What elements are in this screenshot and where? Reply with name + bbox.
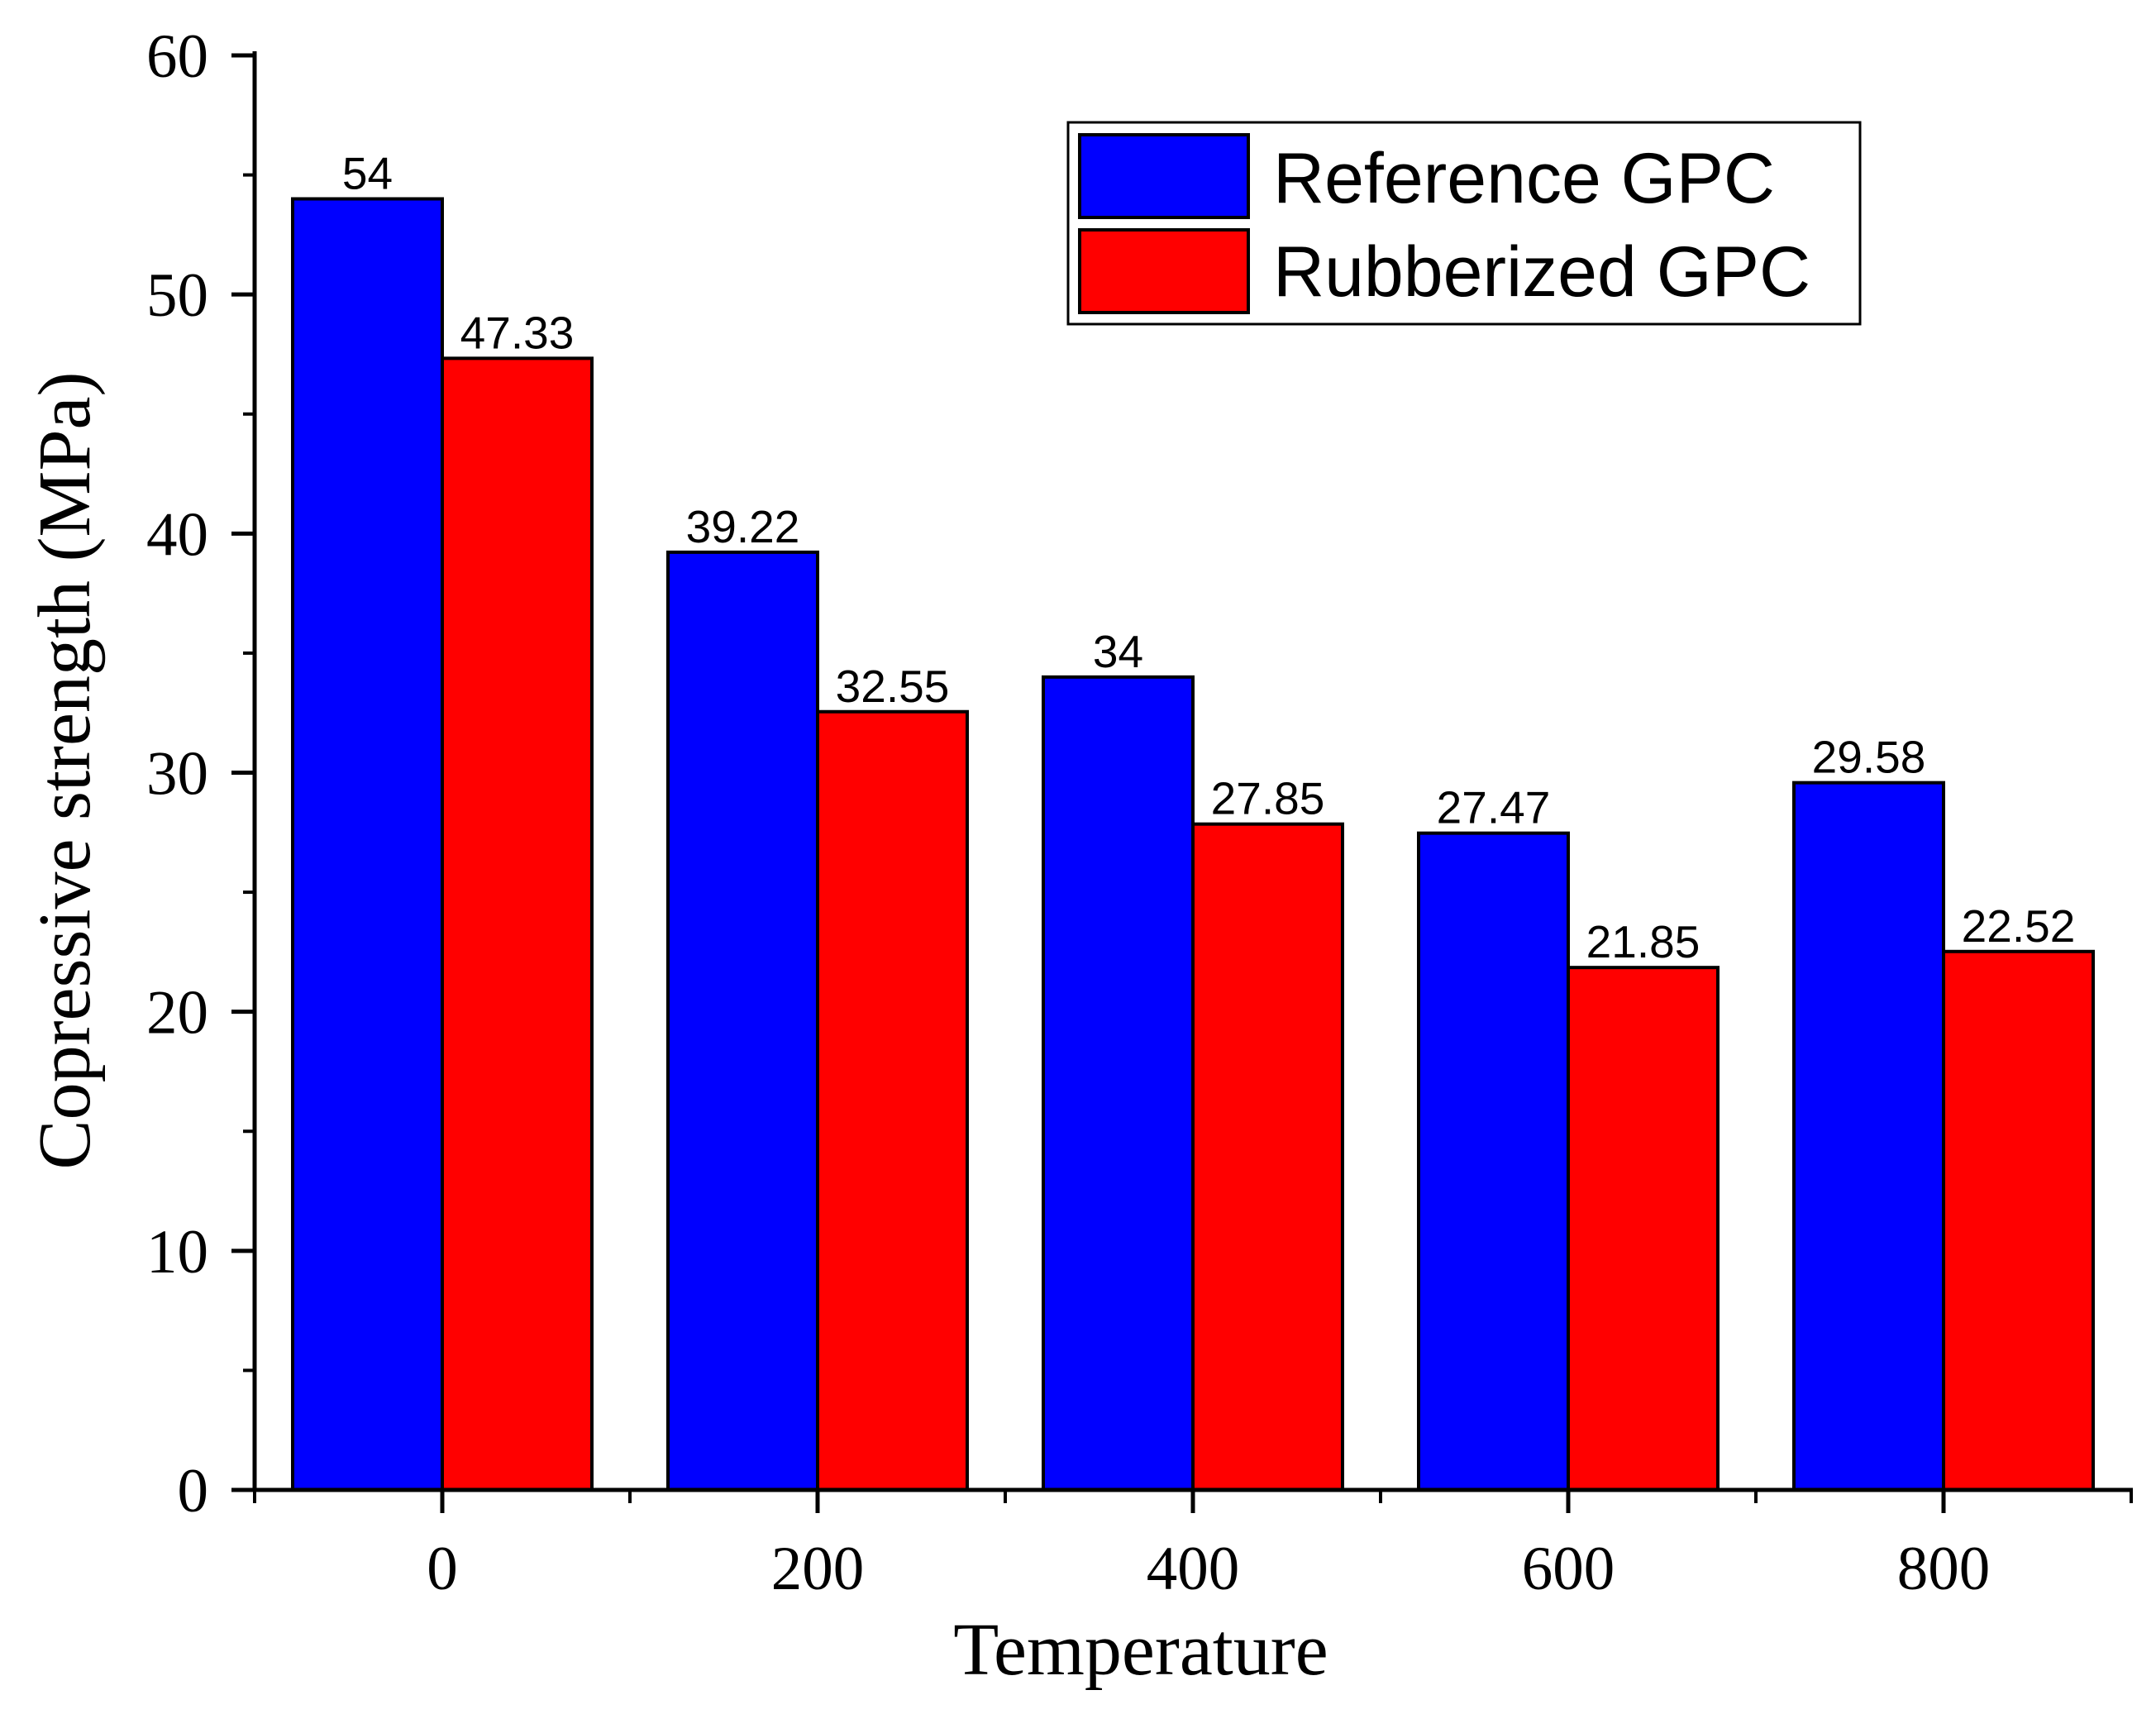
bar-reference-400 [1042,675,1195,1492]
bars-group [291,197,2095,1492]
bar-rubberized-800 [1942,949,2095,1492]
data-label-rubberized-400: 27.85 [1211,773,1325,824]
legend-label-rubberized: Rubberized GPC [1273,232,1810,312]
x-axis-title: Temperature [953,1609,1328,1691]
data-labels-group: 54 39.22 34 27.47 29.58 47.33 32.55 27.85 21.85 2… [342,148,2075,968]
x-tick-label-0: 0 [427,1535,458,1603]
bar-reference-0 [291,197,444,1492]
data-label-reference-800: 29.58 [1812,732,1926,783]
y-tick-label-20: 20 [146,979,208,1048]
y-tick-label-50: 50 [146,261,208,330]
bar-rubberized-200 [816,709,969,1492]
bar-reference-600 [1417,831,1570,1492]
bar-reference-800 [1792,781,1945,1492]
y-ticks-group: 0 10 20 30 40 50 60 [146,22,255,1525]
x-ticks-group: 0 200 400 600 800 [253,1490,2133,1603]
y-tick-label-0: 0 [178,1457,209,1525]
data-label-rubberized-600: 21.85 [1586,916,1700,967]
y-axis-title: Copressive strength (MPa) [24,372,106,1170]
bar-rubberized-0 [441,356,594,1492]
x-tick-label-800: 800 [1897,1535,1991,1603]
x-tick-label-600: 600 [1522,1535,1615,1603]
y-tick-label-30: 30 [146,740,208,809]
bar-rubberized-600 [1567,966,1720,1492]
legend-label-reference: Reference GPC [1273,139,1775,218]
legend: Reference GPC Rubberized GPC [1066,121,1862,326]
bar-reference-200 [666,550,819,1492]
data-label-reference-600: 27.47 [1437,782,1551,833]
data-label-rubberized-800: 22.52 [1962,900,2076,952]
y-tick-label-40: 40 [146,500,208,569]
y-tick-label-10: 10 [146,1218,208,1287]
y-tick-label-60: 60 [146,22,208,91]
bar-rubberized-400 [1191,822,1344,1492]
x-tick-label-400: 400 [1147,1535,1240,1603]
data-label-reference-200: 39.22 [686,501,800,552]
data-label-reference-0: 54 [342,148,393,199]
data-label-rubberized-0: 47.33 [460,307,575,358]
legend-swatch-reference [1078,133,1250,219]
legend-swatch-rubberized [1078,228,1250,314]
x-tick-label-200: 200 [771,1535,865,1603]
data-label-rubberized-200: 32.55 [836,661,950,712]
data-label-reference-400: 34 [1093,626,1143,677]
